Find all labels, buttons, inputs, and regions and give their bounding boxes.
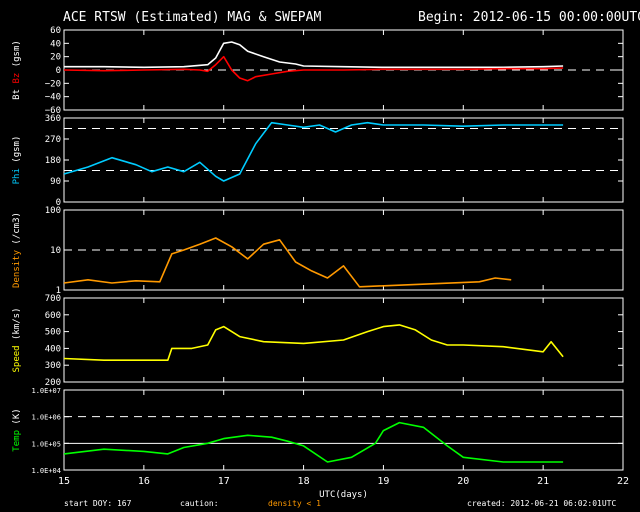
mag-ytick-label-2: 20 [50, 53, 61, 63]
mag-ytick-label-1: 40 [50, 39, 61, 49]
temp-ytick-label-0: 1.0E+07 [31, 387, 61, 395]
xtick-label-19: 19 [377, 476, 389, 487]
mag-ylabel-part-2: (gsm) [12, 40, 22, 73]
xtick-label-21: 21 [537, 476, 549, 487]
mag-ytick-label-5: −40 [45, 93, 61, 103]
density-ytick-label-2: 1 [56, 286, 61, 296]
phi-panel-frame [63, 117, 624, 203]
mag-ytick-label-6: −60 [45, 106, 61, 116]
temp-ylabel-part-1: (K) [12, 408, 22, 430]
caution-label: caution: [180, 499, 219, 508]
phi-ylabel: Phi (gsm) [12, 136, 22, 185]
mag-ylabel-part-1: Bz [12, 73, 22, 89]
temp-ylabel-part-0: Temp [12, 430, 22, 452]
xtick-label-15: 15 [58, 476, 70, 487]
speed-ytick-label-4: 300 [45, 361, 61, 371]
speed-ylabel-part-0: Speed [12, 345, 22, 372]
xtick-label-17: 17 [218, 476, 230, 487]
phi-ytick-label-4: 0 [56, 198, 61, 208]
speed-ytick-label-5: 200 [45, 378, 61, 388]
phi-ytick-label-3: 90 [50, 177, 61, 187]
mag-ylabel: Bt Bz (gsm) [12, 40, 22, 100]
speed-ytick-label-2: 500 [45, 328, 61, 338]
temp-series-temp [63, 421, 564, 463]
speed-series-speed [63, 324, 564, 362]
phi-ylabel-part-1: (gsm) [12, 136, 22, 169]
mag-ytick-label-4: −20 [45, 79, 61, 89]
speed-ylabel-part-1: (km/s) [12, 307, 22, 345]
phi-ylabel-part-0: Phi [12, 168, 22, 184]
start-doy: start DOY: 167 [64, 499, 132, 508]
speed-ytick-label-3: 400 [45, 344, 61, 354]
speed-ytick-label-0: 700 [45, 294, 61, 304]
density-ytick-label-0: 100 [45, 206, 61, 216]
xtick-label-16: 16 [138, 476, 150, 487]
density-caution-note: density < 1 [268, 499, 321, 508]
density-ytick-label-1: 10 [50, 246, 61, 256]
mag-ytick-label-3: 0 [56, 66, 61, 76]
density-ylabel-part-1: (/cm3) [12, 212, 22, 250]
x-axis-label: UTC(days) [319, 490, 368, 500]
density-ylabel-part-0: Density [12, 249, 22, 288]
speed-ytick-label-1: 600 [45, 311, 61, 321]
temp-panel-frame [63, 389, 624, 471]
created-time: created: 2012-06-21 06:02:01UTC [467, 499, 617, 508]
temp-ylabel: Temp (K) [12, 408, 22, 451]
mag-series-bz [63, 55, 564, 82]
phi-ytick-label-0: 360 [45, 114, 61, 124]
chart-title: ACE RTSW (Estimated) MAG & SWEPAM [63, 10, 322, 25]
mag-ytick-label-0: 60 [50, 26, 61, 36]
xtick-label-22: 22 [617, 476, 629, 487]
density-series-density [63, 237, 512, 288]
phi-series-phi [63, 121, 564, 182]
phi-ytick-label-2: 180 [45, 156, 61, 166]
mag-series-bt [64, 41, 564, 69]
xtick-label-20: 20 [457, 476, 469, 487]
temp-ytick-label-3: 1.0E+04 [31, 467, 61, 475]
mag-ylabel-part-0: Bt [12, 89, 22, 100]
speed-panel-frame [63, 297, 624, 383]
begin-time: Begin: 2012-06-15 00:00:00UTC [418, 10, 640, 25]
density-panel-frame [63, 209, 624, 291]
temp-ytick-label-1: 1.0E+06 [31, 414, 61, 422]
xtick-label-18: 18 [298, 476, 310, 487]
density-ylabel: Density (/cm3) [12, 212, 22, 288]
phi-ytick-label-1: 270 [45, 135, 61, 145]
temp-ytick-label-2: 1.0E+05 [31, 440, 61, 448]
speed-ylabel: Speed (km/s) [12, 307, 22, 372]
